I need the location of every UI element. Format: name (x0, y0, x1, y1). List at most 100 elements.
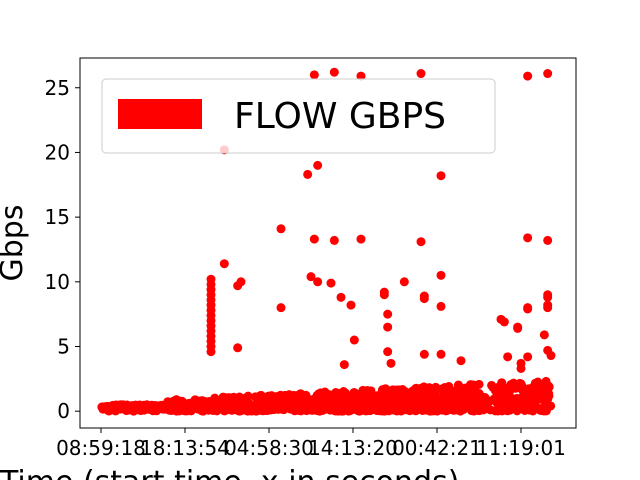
y-tick-label: 10 (45, 270, 70, 294)
data-point (309, 70, 319, 80)
data-point (378, 385, 388, 395)
data-points (97, 67, 556, 416)
data-point (456, 356, 466, 366)
data-point (313, 160, 323, 170)
data-point (326, 278, 336, 288)
data-point (436, 270, 446, 280)
plot-frame (79, 57, 577, 429)
data-point (185, 403, 195, 413)
data-point (399, 277, 409, 287)
data-point (487, 380, 497, 390)
y-tick-label: 5 (57, 334, 70, 358)
data-point (286, 393, 296, 403)
data-point (494, 382, 504, 392)
data-point (525, 405, 535, 415)
data-point (464, 398, 474, 408)
data-point (416, 237, 426, 247)
data-point (258, 406, 268, 416)
x-tick-label: 18:13:54 (140, 436, 230, 460)
data-point (224, 396, 234, 406)
data-point (543, 69, 553, 79)
data-point (466, 389, 476, 399)
data-point (543, 292, 553, 302)
data-point (523, 233, 533, 243)
data-point (323, 404, 333, 414)
data-point (297, 390, 307, 400)
data-point (379, 290, 389, 300)
data-point (276, 303, 286, 313)
data-point (411, 404, 421, 414)
data-point (386, 358, 396, 368)
data-point (454, 385, 464, 395)
data-point (546, 351, 556, 361)
data-point (503, 352, 513, 362)
data-point (457, 403, 467, 413)
data-point (469, 380, 479, 390)
data-point (279, 403, 289, 413)
data-point (143, 403, 153, 413)
data-point (153, 404, 163, 414)
data-point (267, 391, 277, 401)
legend-swatch (118, 99, 202, 129)
data-point (266, 405, 276, 415)
data-point (250, 392, 260, 402)
data-point (400, 388, 410, 398)
data-point (316, 389, 326, 399)
data-point (502, 393, 512, 403)
data-point (416, 69, 426, 79)
data-point (236, 277, 246, 287)
data-point (336, 292, 346, 302)
x-tick-label: 11:19:01 (476, 436, 566, 460)
data-point (346, 300, 356, 310)
data-point (206, 347, 216, 357)
data-point (166, 404, 176, 414)
x-tick-label: 04:58:30 (224, 436, 314, 460)
data-point (536, 383, 546, 393)
data-point (211, 397, 221, 407)
x-tick-label: 08:59:18 (56, 436, 146, 460)
data-point (539, 404, 549, 414)
data-point (379, 396, 389, 406)
data-point (193, 403, 203, 413)
data-point (379, 403, 389, 413)
data-point (313, 277, 323, 287)
data-point (449, 405, 459, 415)
data-point (523, 392, 533, 402)
data-point (303, 169, 313, 179)
data-point (136, 406, 146, 416)
data-point (424, 405, 434, 415)
data-point (436, 349, 446, 359)
data-point (485, 405, 495, 415)
data-point (399, 403, 409, 413)
legend-box (101, 78, 496, 154)
data-point (238, 404, 248, 414)
x-axis-label: Time (start time, x in seconds) (0, 465, 459, 480)
data-point (437, 404, 447, 414)
y-tick-label: 25 (45, 76, 70, 100)
data-point (251, 406, 261, 416)
data-point (329, 67, 339, 77)
data-point (485, 396, 495, 406)
data-point (436, 171, 446, 181)
legend: FLOW GBPS (101, 78, 496, 154)
data-point (388, 385, 398, 395)
data-point (356, 234, 366, 244)
data-point (475, 394, 485, 404)
data-point (205, 405, 215, 415)
y-axis-label: Gbps (0, 205, 30, 282)
data-point (423, 383, 433, 393)
y-tick-label: 20 (45, 140, 70, 164)
data-point (227, 405, 237, 415)
data-point (329, 235, 339, 245)
data-point (362, 391, 372, 401)
y-tick-label: 15 (45, 205, 70, 229)
data-point (109, 404, 119, 414)
data-point (219, 259, 229, 269)
data-point (523, 304, 533, 314)
data-point (419, 349, 429, 359)
data-point (544, 389, 554, 399)
data-point (515, 378, 525, 388)
data-point (425, 392, 435, 402)
data-point (336, 404, 346, 414)
